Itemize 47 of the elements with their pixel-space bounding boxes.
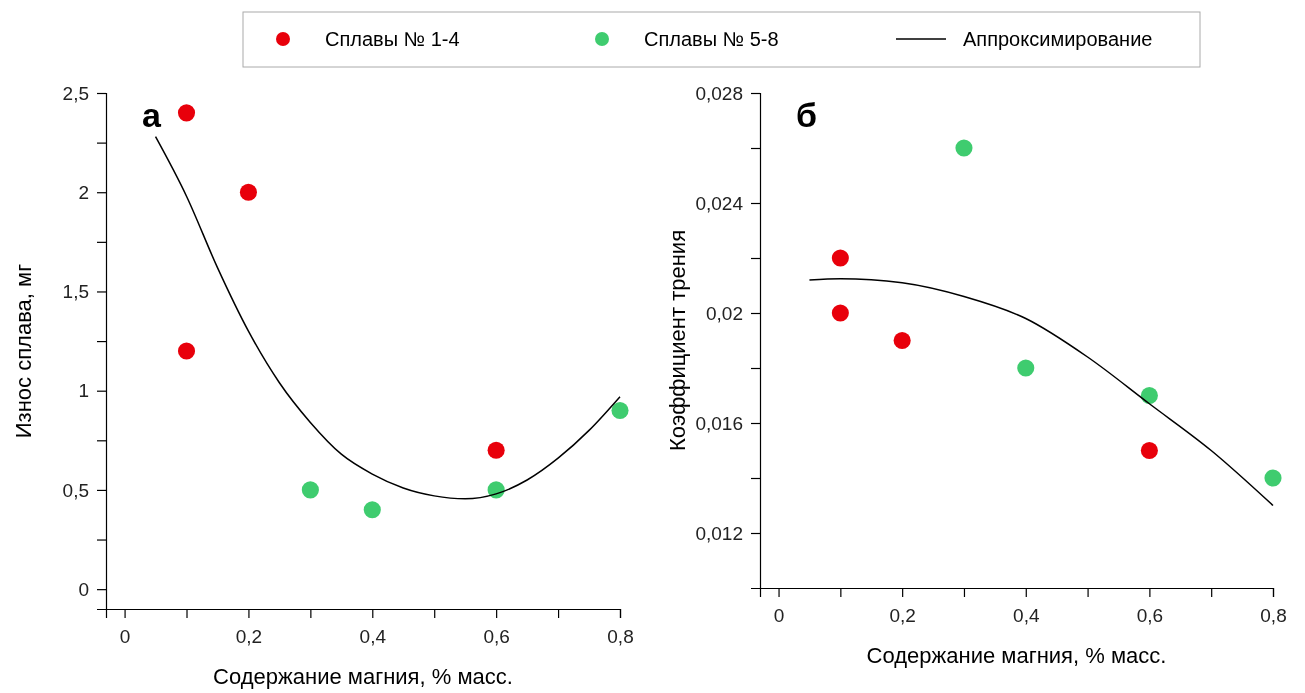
point	[301, 481, 319, 499]
point	[1017, 359, 1035, 377]
y-tick-label: 1,5	[62, 281, 89, 303]
y-tick-label: 0,016	[695, 412, 743, 434]
point	[1140, 386, 1158, 405]
annotation: а	[142, 96, 162, 134]
y-tick-label: 2	[78, 181, 89, 203]
legend-label: Аппроксимирование	[963, 28, 1153, 50]
y-tick-label: 0	[78, 578, 89, 600]
x-tick-label: 0,8	[607, 626, 634, 648]
legend-label: Сплавы № 1-4	[325, 28, 460, 50]
line-series	[808, 277, 1274, 507]
y-axis-title: Износ сплава, мг	[11, 263, 36, 439]
x-tick-label: 0,2	[235, 626, 263, 648]
x-axis-title: Содержание магния, % масс.	[213, 664, 513, 689]
point	[363, 501, 381, 519]
y-tick-label: 0,5	[62, 479, 89, 501]
y-tick-label: 0,024	[695, 192, 744, 214]
y-axis-title: Коэффициент трения	[665, 229, 690, 452]
line-series	[154, 135, 621, 500]
point	[487, 441, 505, 459]
annotation: б	[796, 96, 818, 134]
x-tick-label: 0	[119, 626, 131, 648]
point	[177, 342, 196, 360]
x-tick-label: 0,2	[889, 605, 916, 627]
point	[831, 304, 849, 322]
x-tick-label: 0	[773, 605, 785, 627]
legend-label: Сплавы № 5-8	[644, 28, 779, 50]
x-tick-label: 0,8	[1260, 605, 1287, 627]
point	[955, 139, 973, 157]
x-axis-title: Содержание магния, % масс.	[866, 643, 1167, 668]
point	[177, 104, 196, 122]
point	[893, 331, 911, 350]
x-tick-label: 0,6	[483, 626, 510, 648]
x-tick-label: 0,6	[1136, 605, 1164, 627]
y-tick-label: 2,5	[62, 82, 89, 104]
point	[611, 402, 629, 420]
point	[239, 183, 257, 201]
y-tick-label: 0,028	[695, 82, 743, 104]
y-tick-label: 0,02	[706, 302, 743, 324]
y-tick-label: 1	[78, 380, 89, 402]
point	[1140, 441, 1158, 460]
point	[831, 249, 849, 267]
point	[1264, 469, 1282, 487]
x-tick-label: 0,4	[359, 626, 387, 648]
x-tick-label: 0,4	[1013, 605, 1040, 627]
y-tick-label: 0,012	[695, 522, 743, 544]
